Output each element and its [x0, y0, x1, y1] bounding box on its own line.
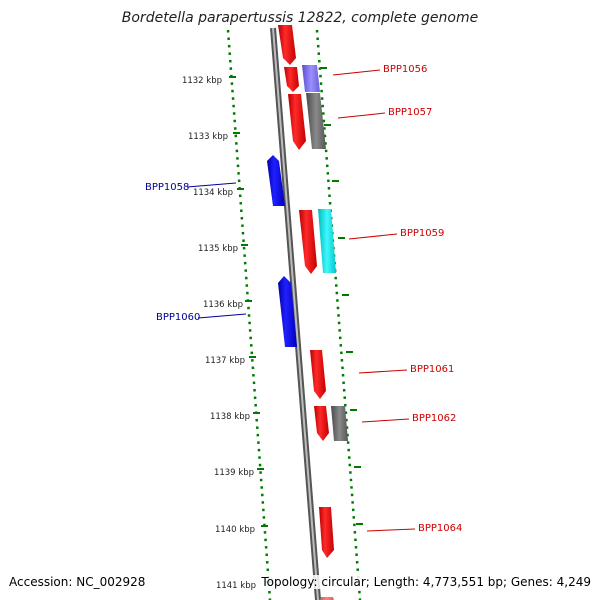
gene-label-bpp1061[interactable]: BPP1061: [410, 364, 454, 375]
gene-label-bpp1060[interactable]: BPP1060: [156, 312, 200, 323]
label-connector: [197, 313, 247, 319]
forward-cds-arrow[interactable]: [319, 507, 334, 558]
gene-labels: BPP1056 BPP1057 BPP1058 BPP1059 BPP1060 …: [145, 64, 462, 534]
tick-label: 1132 kbp: [182, 76, 222, 86]
tick-label: 1134 kbp: [193, 188, 233, 198]
label-connector: [186, 182, 237, 188]
tick-label: 1138 kbp: [210, 412, 250, 422]
tick-label: 1136 kbp: [203, 300, 243, 310]
reverse-label-connectors: [186, 182, 247, 319]
tick-label: 1137 kbp: [205, 356, 245, 366]
map-title: Bordetella parapertussis 12822, complete…: [121, 10, 479, 26]
genome-summary-text: Topology: circular; Length: 4,773,551 bp…: [261, 575, 591, 589]
ruler-outer-line: [315, 29, 362, 600]
label-connector: [366, 528, 416, 532]
label-connector: [337, 112, 386, 119]
feature-block-gray[interactable]: [331, 406, 348, 441]
gene-label-bpp1057[interactable]: BPP1057: [388, 107, 432, 118]
outer-ruler-ticks: [320, 67, 363, 525]
forward-cds-arrow[interactable]: [314, 406, 329, 441]
tick-label: 1139 kbp: [214, 468, 254, 478]
gene-label-bpp1064[interactable]: BPP1064: [418, 523, 462, 534]
tick-label: 1133 kbp: [188, 132, 228, 142]
tick-label: 1140 kbp: [215, 525, 255, 535]
label-connector: [348, 233, 398, 240]
forward-cds-arrow[interactable]: [310, 350, 326, 399]
reverse-cds-track: [267, 155, 297, 347]
reverse-cds-arrow[interactable]: [278, 276, 297, 347]
label-connector: [361, 418, 410, 423]
tick-labels: 1132 kbp 1133 kbp 1134 kbp 1135 kbp 1136…: [182, 76, 256, 591]
ruler-ticks: [229, 76, 272, 583]
feature-block-cyan[interactable]: [318, 209, 336, 273]
forward-cds-arrow[interactable]: [288, 94, 306, 150]
label-connector: [358, 369, 408, 374]
accession-text: Accession: NC_002928: [9, 575, 146, 589]
forward-cds-arrow[interactable]: [278, 25, 296, 65]
tick-label: 1135 kbp: [198, 244, 238, 254]
gene-label-bpp1059[interactable]: BPP1059: [400, 228, 444, 239]
feature-track: [302, 65, 348, 441]
genome-backbone-highlight: [272, 27, 319, 600]
feature-block-gray[interactable]: [306, 93, 326, 149]
forward-cds-arrow[interactable]: [284, 67, 299, 92]
reverse-cds-arrow[interactable]: [267, 155, 285, 206]
tick-label: 1141 kbp: [216, 581, 256, 591]
ruler-inner-line: [226, 29, 272, 600]
gene-label-bpp1056[interactable]: BPP1056: [383, 64, 427, 75]
forward-cds-arrow[interactable]: [299, 210, 317, 274]
forward-cds-arrow[interactable]: [321, 597, 334, 600]
forward-label-connectors: [332, 69, 416, 532]
gene-label-bpp1058[interactable]: BPP1058: [145, 182, 189, 193]
gene-label-bpp1062[interactable]: BPP1062: [412, 413, 456, 424]
label-connector: [332, 69, 381, 76]
feature-block-purple[interactable]: [302, 65, 320, 92]
forward-cds-track: [278, 25, 334, 600]
